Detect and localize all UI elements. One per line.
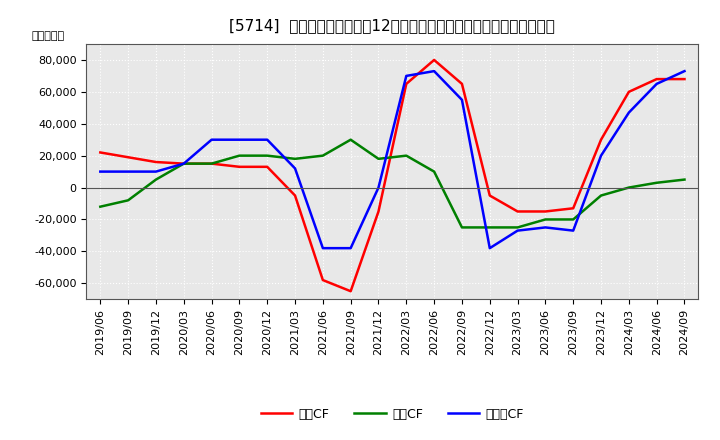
フリーCF <box>152 169 161 174</box>
フリーCF <box>346 246 355 251</box>
Text: （百万円）: （百万円） <box>31 31 65 41</box>
営業CF <box>652 77 661 82</box>
営業CF <box>152 159 161 165</box>
営業CF <box>346 289 355 294</box>
投資CF <box>458 225 467 230</box>
投資CF <box>179 161 188 166</box>
フリーCF <box>291 166 300 171</box>
投資CF <box>430 169 438 174</box>
営業CF <box>624 89 633 95</box>
営業CF <box>402 81 410 87</box>
Title: [5714]  キャッシュフローの12か月移動合計の対前年同期増減額の推移: [5714] キャッシュフローの12か月移動合計の対前年同期増減額の推移 <box>230 18 555 33</box>
投資CF <box>402 153 410 158</box>
営業CF <box>179 161 188 166</box>
営業CF <box>124 154 132 160</box>
営業CF <box>541 209 550 214</box>
営業CF <box>513 209 522 214</box>
投資CF <box>152 177 161 182</box>
投資CF <box>569 217 577 222</box>
フリーCF <box>207 137 216 143</box>
フリーCF <box>124 169 132 174</box>
投資CF <box>318 153 327 158</box>
フリーCF <box>485 246 494 251</box>
投資CF <box>263 153 271 158</box>
営業CF <box>96 150 104 155</box>
営業CF <box>485 193 494 198</box>
フリーCF <box>652 81 661 87</box>
フリーCF <box>263 137 271 143</box>
投資CF <box>652 180 661 185</box>
営業CF <box>569 205 577 211</box>
営業CF <box>458 81 467 87</box>
フリーCF <box>513 228 522 233</box>
営業CF <box>597 137 606 143</box>
投資CF <box>374 156 383 161</box>
投資CF <box>346 137 355 143</box>
フリーCF <box>235 137 243 143</box>
投資CF <box>291 156 300 161</box>
投資CF <box>624 185 633 190</box>
Line: フリーCF: フリーCF <box>100 71 685 248</box>
フリーCF <box>458 97 467 103</box>
営業CF <box>235 164 243 169</box>
営業CF <box>430 57 438 62</box>
営業CF <box>374 209 383 214</box>
フリーCF <box>624 110 633 115</box>
営業CF <box>291 193 300 198</box>
投資CF <box>541 217 550 222</box>
Legend: 営業CF, 投資CF, フリーCF: 営業CF, 投資CF, フリーCF <box>256 403 528 425</box>
投資CF <box>485 225 494 230</box>
フリーCF <box>374 185 383 190</box>
フリーCF <box>96 169 104 174</box>
投資CF <box>96 204 104 209</box>
投資CF <box>513 225 522 230</box>
フリーCF <box>179 161 188 166</box>
Line: 営業CF: 営業CF <box>100 60 685 291</box>
投資CF <box>124 198 132 203</box>
フリーCF <box>541 225 550 230</box>
Line: 投資CF: 投資CF <box>100 140 685 227</box>
営業CF <box>318 278 327 283</box>
営業CF <box>207 161 216 166</box>
フリーCF <box>402 73 410 78</box>
営業CF <box>680 77 689 82</box>
フリーCF <box>597 153 606 158</box>
営業CF <box>263 164 271 169</box>
フリーCF <box>318 246 327 251</box>
投資CF <box>235 153 243 158</box>
フリーCF <box>430 69 438 74</box>
フリーCF <box>680 69 689 74</box>
投資CF <box>597 193 606 198</box>
投資CF <box>680 177 689 182</box>
投資CF <box>207 161 216 166</box>
フリーCF <box>569 228 577 233</box>
